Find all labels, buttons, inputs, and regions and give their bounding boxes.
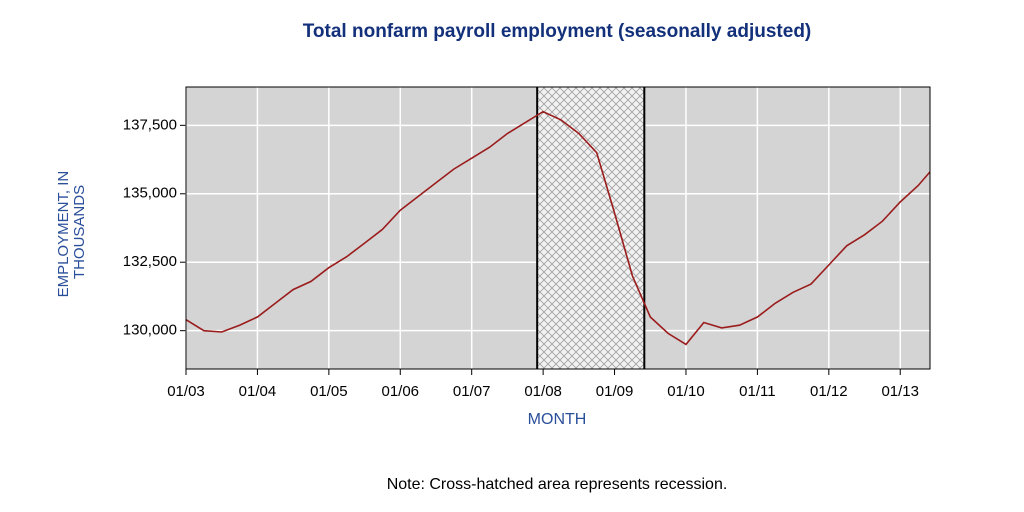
y-tick-label: 130,000 bbox=[123, 322, 177, 339]
x-tick-label: 01/12 bbox=[810, 383, 848, 400]
x-tick-label: 01/13 bbox=[881, 383, 919, 400]
y-tick-label: 137,500 bbox=[123, 116, 177, 133]
x-tick-label: 01/04 bbox=[239, 383, 277, 400]
x-axis-label: MONTH bbox=[528, 411, 587, 428]
x-tick-label: 01/03 bbox=[167, 383, 205, 400]
x-tick-label: 01/05 bbox=[310, 383, 348, 400]
y-axis-label: EMPLOYMENT, IN THOUSANDS bbox=[55, 167, 88, 298]
x-tick-label: 01/10 bbox=[667, 383, 705, 400]
x-tick-label: 01/06 bbox=[381, 383, 419, 400]
chart-title: Total nonfarm payroll employment (season… bbox=[303, 21, 812, 42]
y-tick-label: 135,000 bbox=[123, 185, 177, 202]
x-tick-label: 01/08 bbox=[524, 383, 562, 400]
y-axis-label-line: EMPLOYMENT, IN bbox=[55, 171, 72, 298]
x-tick-label: 01/09 bbox=[596, 383, 634, 400]
line bbox=[185, 110, 931, 346]
x-tick-label: 01/07 bbox=[453, 383, 491, 400]
x-tick-label: 01/11 bbox=[739, 383, 775, 400]
recession-area bbox=[537, 87, 645, 369]
y-axis-label-line: THOUSANDS bbox=[71, 185, 88, 279]
plot-border bbox=[185, 86, 931, 370]
note: Note: Cross-hatched area represents rece… bbox=[387, 476, 728, 493]
y-tick-label: 132,500 bbox=[123, 253, 177, 270]
